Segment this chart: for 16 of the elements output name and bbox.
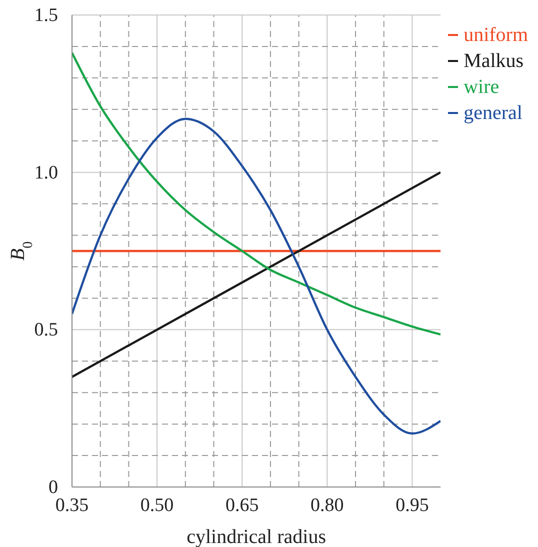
x-tick-label: 0.35: [55, 495, 89, 516]
y-tick-label: 0: [48, 477, 58, 498]
y-tick-label: 1.5: [34, 5, 58, 26]
line-series: [72, 52, 441, 336]
x-tick-label: 0.95: [396, 495, 429, 516]
legend-label: wire: [464, 75, 500, 100]
x-tick-label: 0.50: [140, 495, 174, 516]
line-series: [72, 118, 441, 435]
y-tick-label: 1.0: [34, 162, 58, 184]
legend-label: general: [464, 101, 522, 126]
y-tick-label: 0.5: [34, 320, 58, 341]
legend-label: Malkus: [464, 49, 524, 74]
x-tick-label: 0.80: [310, 495, 344, 516]
x-tick-label: 0.65: [225, 495, 259, 516]
x-axis-title: cylindrical radius: [186, 526, 326, 547]
legend-label: uniform: [464, 23, 528, 48]
